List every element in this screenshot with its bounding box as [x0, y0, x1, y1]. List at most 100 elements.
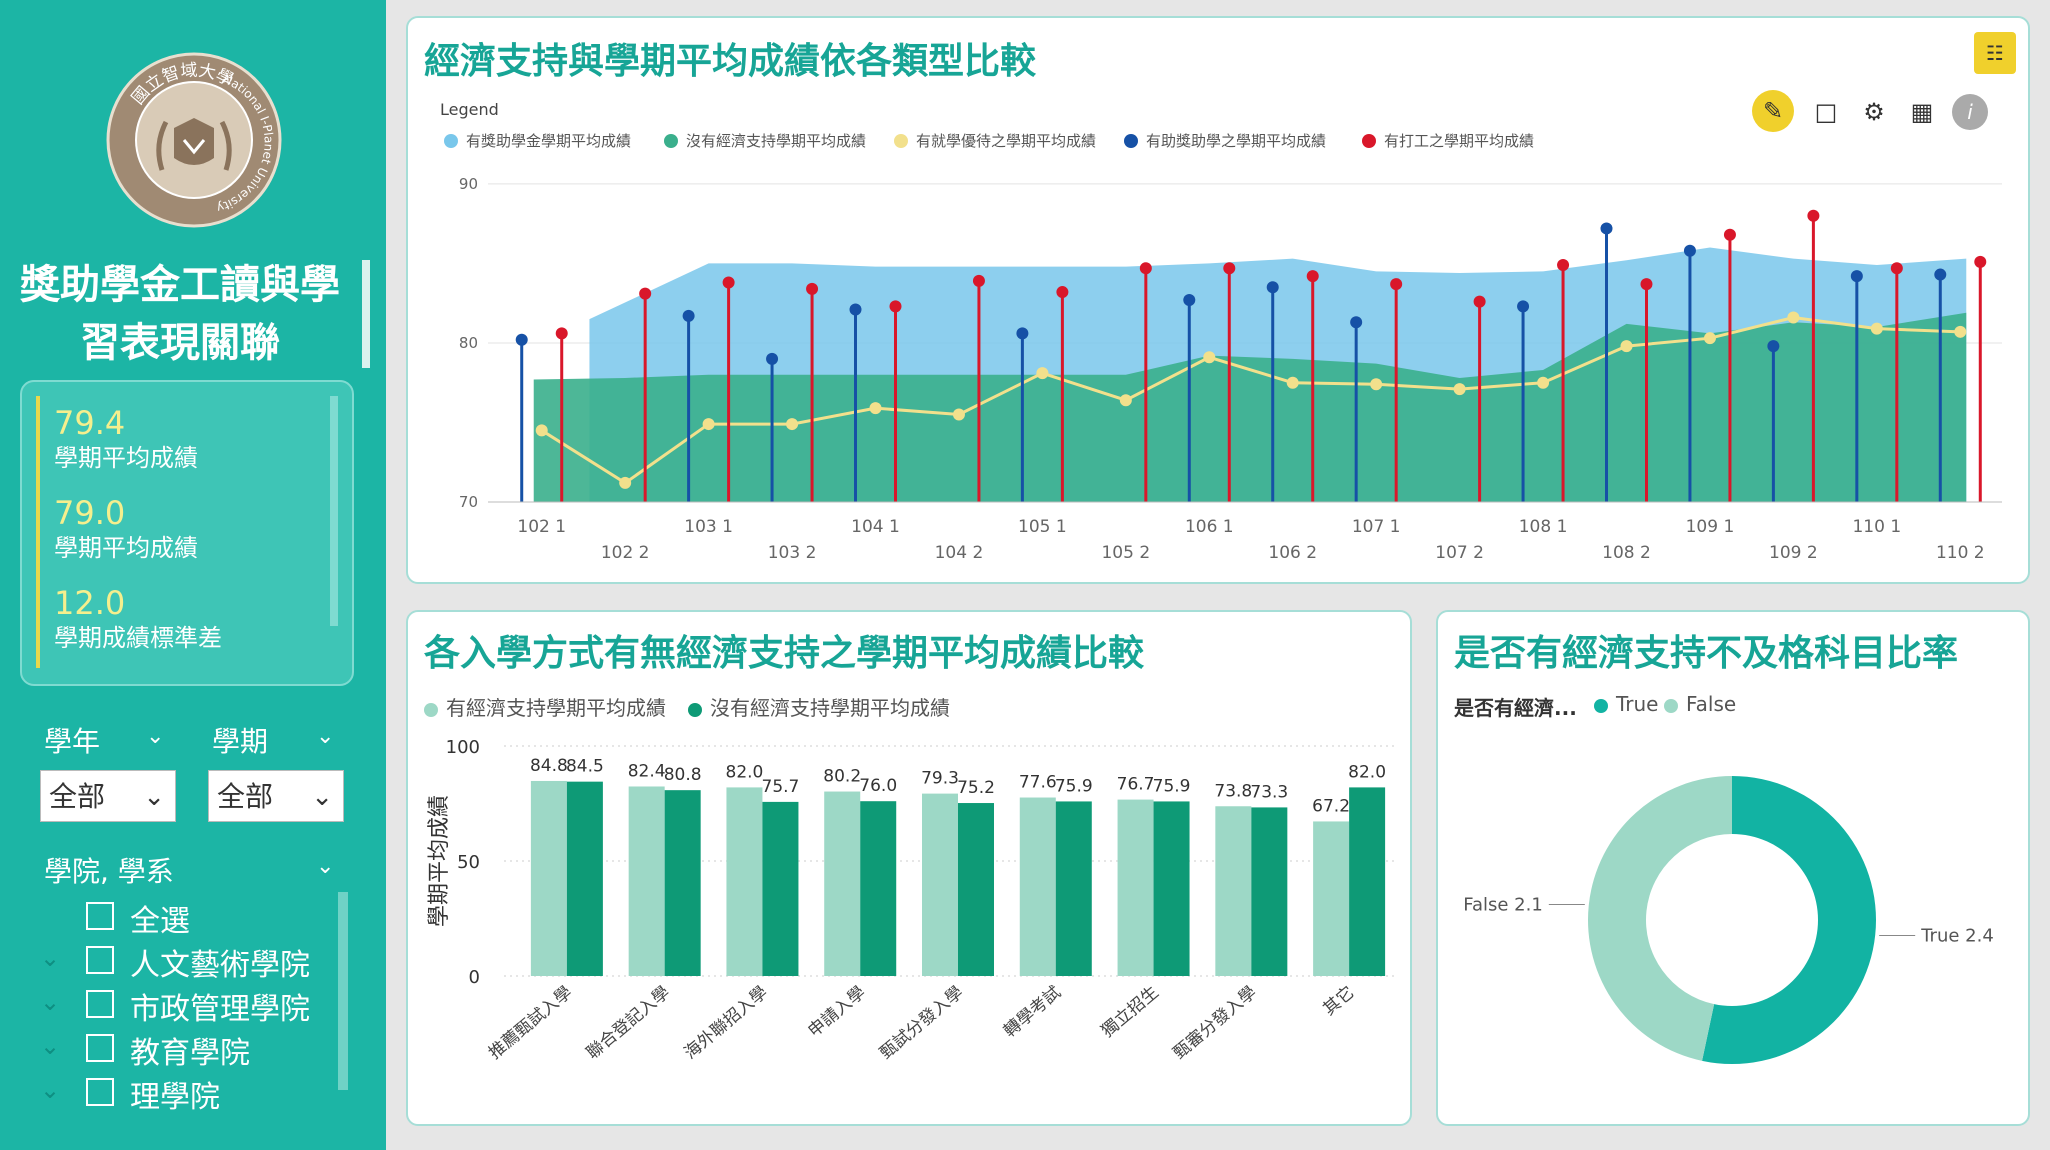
- bar: [1349, 787, 1386, 976]
- tree-scrollbar[interactable]: [338, 892, 348, 1090]
- x-tick-label: 103 1: [684, 517, 733, 537]
- checkbox[interactable]: [86, 990, 114, 1018]
- lollipop-point: [1683, 244, 1696, 257]
- bar: [1117, 799, 1154, 976]
- bar: [1215, 806, 1252, 976]
- app-title: 獎助學金工讀與學 習表現關聯: [20, 262, 340, 366]
- donut-slice-false: [1588, 776, 1732, 1061]
- donut-legend-title: 是否有經濟...: [1454, 696, 1577, 720]
- chevron-down-icon[interactable]: ⌄: [146, 724, 165, 749]
- bar-chart: 0 50 100 學期平均成績 84.884.5 推薦甄試入學 82.480.8 聯合登記入學…: [427, 737, 1398, 1064]
- tree-item-college[interactable]: ⌄ 市政管理學院: [40, 988, 310, 1027]
- data-label: 80.2: [823, 767, 861, 787]
- lollipop-point: [1600, 222, 1613, 235]
- legend-item[interactable]: 沒有經濟支持學期平均成績: [688, 692, 950, 721]
- kpi-scrollbar[interactable]: [330, 396, 338, 626]
- lollipop-point: [1223, 262, 1236, 275]
- lollipop-point: [682, 309, 695, 322]
- line-point: [1954, 325, 1967, 338]
- y-tick-label: 70: [459, 493, 478, 511]
- checkbox[interactable]: [86, 1034, 114, 1062]
- lollipop-point: [1390, 278, 1403, 291]
- legend-item-true[interactable]: True: [1594, 692, 1658, 716]
- legend-item[interactable]: 沒有經濟支持學期平均成績: [664, 130, 866, 151]
- line-series: [540, 315, 1961, 485]
- lollipop-point: [1640, 278, 1653, 291]
- info-icon[interactable]: i: [1952, 94, 1988, 130]
- data-label: 82.4: [628, 761, 666, 781]
- chevron-down-icon: ⌄: [311, 782, 333, 812]
- donut-chart-panel: 是否有經濟支持不及格科目比率 是否有經濟... True False True …: [1436, 610, 2030, 1126]
- line-point: [1370, 378, 1383, 391]
- chevron-down-icon[interactable]: ⌄: [316, 724, 335, 749]
- checkbox[interactable]: [86, 946, 114, 974]
- bar: [664, 790, 701, 976]
- data-label: 84.8: [530, 756, 568, 776]
- data-label: 82.0: [1348, 762, 1386, 782]
- line-point: [619, 476, 632, 489]
- gear-icon[interactable]: ⚙: [1863, 98, 1885, 126]
- legend-item[interactable]: 有就學優待之學期平均成績: [894, 130, 1096, 151]
- year-dropdown[interactable]: 全部 ⌄: [40, 770, 176, 822]
- bar: [824, 791, 861, 976]
- kpi-avg-score-2: 79.0 學期平均成績: [54, 494, 198, 562]
- lollipop-point: [889, 300, 902, 313]
- title-scrollbar[interactable]: [362, 260, 370, 368]
- donut-chart: True 2.4 False 2.1: [1463, 776, 1994, 1064]
- x-tick-label: 104 2: [935, 543, 984, 563]
- data-label: 76.7: [1117, 775, 1155, 795]
- tree-item-college[interactable]: ⌄ 理學院: [40, 1076, 220, 1115]
- bar: [958, 803, 994, 976]
- data-label: 82.0: [726, 762, 764, 782]
- bar-chart-panel: 各入學方式有無經濟支持之學期平均成績比較 有經濟支持學期平均成績 沒有經濟支持學…: [406, 610, 1412, 1126]
- expand-icon[interactable]: ⌄: [40, 988, 61, 1016]
- expand-icon[interactable]: ⌄: [40, 1076, 61, 1104]
- expand-icon[interactable]: ⌄: [40, 1032, 61, 1060]
- bar: [628, 786, 665, 976]
- bar: [1153, 801, 1190, 976]
- lollipop-point: [1517, 300, 1530, 313]
- line-point: [702, 418, 715, 431]
- x-tick-label: 110 1: [1852, 517, 1901, 537]
- focus-mode-icon[interactable]: ☷: [1974, 32, 2016, 74]
- lollipop-point: [1266, 281, 1279, 294]
- line-point: [786, 418, 799, 431]
- tree-item-select-all[interactable]: 全選: [40, 896, 340, 940]
- line-point: [1870, 322, 1883, 335]
- category-label: 甄試分發入學: [876, 983, 967, 1064]
- kpi-accent-bar: [36, 396, 40, 668]
- bar: [1313, 821, 1350, 976]
- category-label: 甄審分發入學: [1170, 983, 1261, 1064]
- table-icon[interactable]: ▦: [1910, 98, 1934, 126]
- legend-item[interactable]: 有經濟支持學期平均成績: [424, 692, 666, 721]
- lollipop-point: [1767, 340, 1780, 353]
- line-point: [952, 408, 965, 421]
- trend-chart: 70 80 90 102 1 102 2 103 1 103 2 104 1 104 2 105 …: [459, 175, 2002, 563]
- lollipop-point: [555, 327, 568, 340]
- term-dropdown[interactable]: 全部 ⌄: [208, 770, 344, 822]
- checkbox[interactable]: [86, 902, 114, 930]
- bar-chart-title: 各入學方式有無經濟支持之學期平均成績比較: [424, 633, 1145, 674]
- legend-item[interactable]: 有獎助學金學期平均成績: [444, 130, 631, 151]
- tree-item-college[interactable]: ⌄ 人文藝術學院: [40, 944, 310, 983]
- legend-item[interactable]: 有助獎助學之學期平均成績: [1124, 130, 1326, 151]
- x-tick-label: 103 2: [768, 543, 817, 563]
- y-tick-label: 0: [469, 967, 480, 988]
- college-tree: 全選 ⌄ 人文藝術學院 ⌄ 市政管理學院 ⌄ 教育學院 ⌄ 理學院: [40, 896, 340, 1116]
- pencil-icon[interactable]: ✎: [1752, 90, 1794, 132]
- lollipop-point: [1139, 262, 1152, 275]
- bar: [922, 793, 958, 976]
- legend-item[interactable]: 有打工之學期平均成績: [1362, 130, 1534, 151]
- expand-icon[interactable]: ⌄: [40, 944, 61, 972]
- donut-data-label: False 2.1: [1463, 895, 1543, 916]
- y-tick-label: 100: [446, 737, 480, 758]
- category-label: 其它: [1319, 983, 1358, 1020]
- comment-icon[interactable]: □: [1814, 98, 1838, 126]
- legend-item-false[interactable]: False: [1664, 692, 1736, 716]
- lollipop-point: [1723, 228, 1736, 241]
- lollipop-point: [972, 274, 985, 287]
- checkbox[interactable]: [86, 1078, 114, 1106]
- bar: [1055, 801, 1092, 976]
- tree-item-college[interactable]: ⌄ 教育學院: [40, 1032, 250, 1071]
- chevron-down-icon[interactable]: ⌄: [316, 854, 335, 879]
